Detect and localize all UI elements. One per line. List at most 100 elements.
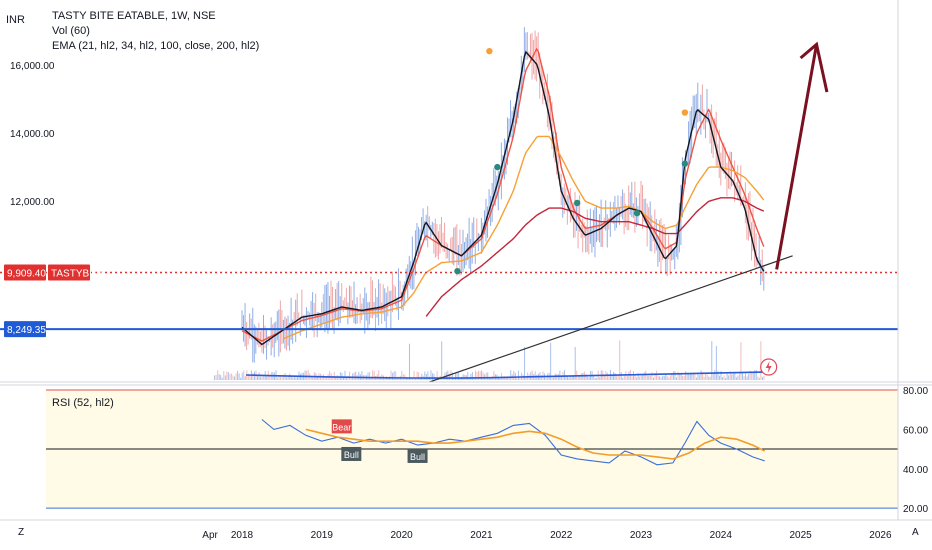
zoom-reset-button[interactable]: Z — [18, 527, 25, 538]
volume-bar — [579, 376, 581, 380]
volume-bar — [326, 377, 328, 380]
volume-bar — [413, 370, 415, 380]
volume-bar — [571, 376, 573, 380]
volume-bar — [252, 372, 254, 380]
volume-bar — [278, 375, 280, 380]
volume-bar — [669, 375, 671, 380]
volume-bar — [585, 373, 587, 380]
volume-bar — [677, 371, 679, 380]
volume-bar — [717, 370, 719, 380]
volume-bar — [220, 375, 222, 380]
volume-bar — [686, 374, 688, 380]
forecast-arrow-shaft — [775, 44, 819, 270]
symbol-title[interactable]: TASTY BITE EATABLE, 1W, NSE — [52, 10, 216, 22]
rsi-pane[interactable]: Bear Bull Bull — [46, 389, 898, 509]
volume-bar — [751, 371, 753, 380]
volume-bar — [749, 370, 751, 380]
volume-bar — [458, 372, 460, 380]
volume-bar — [732, 373, 734, 380]
volume-bar — [631, 376, 633, 380]
volume-bar — [493, 371, 495, 380]
volume-bar — [401, 370, 403, 380]
volume-bar — [478, 370, 480, 380]
volume-bar — [691, 372, 693, 380]
volume-bar — [757, 376, 759, 380]
volume-bar — [623, 375, 625, 380]
volume-bar — [694, 373, 696, 380]
volume-bar — [283, 374, 285, 380]
volume-bar — [662, 375, 664, 380]
bear-signal-label: Bear — [332, 422, 351, 432]
volume-bar — [643, 372, 645, 380]
volume-bar — [263, 375, 265, 380]
volume-bar — [622, 377, 624, 380]
volume-bar — [720, 370, 722, 380]
x-tick-label: 2018 — [231, 530, 254, 541]
volume-bar — [416, 371, 418, 380]
volume-bar — [728, 375, 730, 380]
volume-bar — [718, 375, 720, 380]
volume-bar — [640, 375, 642, 380]
volume-bar — [668, 377, 670, 380]
volume-bar — [603, 374, 605, 380]
volume-bar — [387, 377, 389, 380]
volume-bar — [410, 377, 412, 380]
volume-bar — [338, 377, 340, 380]
volume-bar — [258, 372, 260, 380]
volume-bar — [295, 377, 297, 380]
volume-bar — [290, 375, 292, 380]
volume-bar — [232, 375, 234, 380]
volume-bar — [666, 376, 668, 380]
volume-bar — [390, 370, 392, 380]
volume-bar — [654, 372, 656, 380]
rsi-indicator-label[interactable]: RSI (52, hl2) — [52, 397, 114, 409]
volume-bar — [731, 374, 733, 380]
volume-bar — [560, 376, 562, 380]
volume-bar — [685, 371, 687, 380]
volume-bar — [617, 375, 619, 380]
volume-bar — [563, 370, 565, 380]
legend-block: TASTY BITE EATABLE, 1W, NSE Vol (60) EMA… — [52, 9, 259, 54]
x-tick-label: 2021 — [470, 530, 493, 541]
signal-marker — [633, 209, 641, 217]
volume-bar — [534, 371, 536, 380]
volume-bar — [421, 373, 423, 380]
volume-bar — [746, 376, 748, 380]
volume-bar — [226, 371, 228, 380]
volume-indicator-label[interactable]: Vol (60) — [52, 25, 90, 37]
volume-bar — [593, 374, 595, 380]
volume-bar — [321, 375, 323, 380]
volume-bar — [616, 375, 618, 380]
signal-marker — [681, 109, 689, 116]
bull-signal-label-2-bg — [407, 448, 428, 463]
volume-bar — [221, 377, 223, 380]
volume-bar — [456, 372, 458, 380]
volume-bar — [292, 377, 294, 380]
volume-bar — [355, 371, 357, 380]
x-tick-label: Apr — [202, 530, 218, 541]
volume-bar — [649, 375, 651, 380]
main-pane[interactable] — [0, 0, 898, 383]
volume-bar — [269, 375, 271, 380]
volume-bar — [741, 371, 743, 380]
volume-bar — [580, 373, 582, 380]
volume-bar — [335, 377, 337, 380]
auto-scale-button[interactable]: A — [912, 527, 919, 538]
volume-bar — [448, 373, 450, 380]
volume-bar — [519, 375, 521, 380]
volume-bar — [510, 370, 512, 380]
volume-bar — [342, 376, 344, 380]
rsi-tick-label: 60.00 — [903, 425, 928, 436]
volume-bar — [307, 370, 309, 380]
volume-bar — [695, 377, 697, 380]
volume-bar — [619, 340, 621, 380]
volume-bar — [705, 373, 707, 380]
volume-bar — [760, 341, 762, 380]
volume-bar — [286, 377, 288, 380]
volume-bar — [361, 371, 363, 380]
volume-bar — [230, 373, 232, 380]
volume-bar — [599, 377, 601, 380]
ema-indicator-label[interactable]: EMA (21, hl2, 34, hl2, 100, close, 200, … — [52, 40, 260, 52]
volume-bar — [240, 377, 242, 380]
